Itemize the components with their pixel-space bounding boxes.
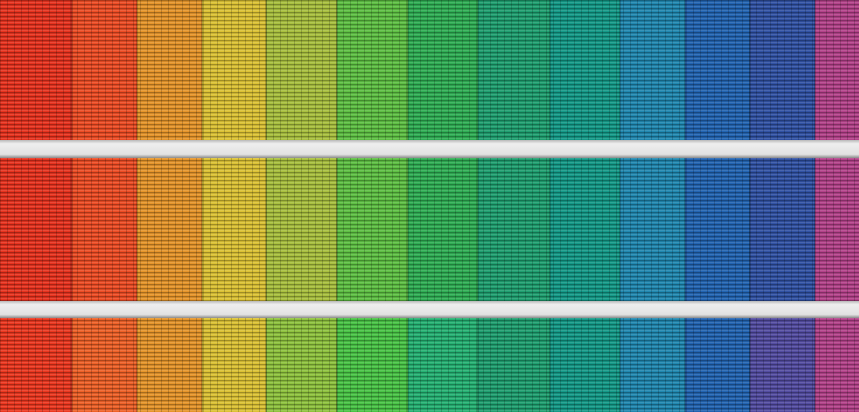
column-seams	[71, 0, 816, 412]
floor-band	[0, 301, 859, 318]
floor-band	[0, 140, 859, 158]
